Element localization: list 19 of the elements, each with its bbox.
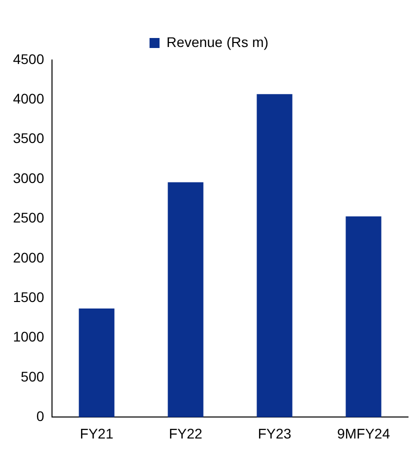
y-tick-label: 4500 [12, 50, 44, 67]
y-tick-label: 1000 [12, 328, 44, 345]
x-tick-label: FY22 [168, 425, 203, 442]
bar [256, 94, 292, 418]
y-tick-label: 500 [20, 368, 44, 384]
y-tick-label: 1500 [12, 288, 44, 305]
bar [346, 216, 382, 418]
y-tick-label: 3000 [12, 170, 44, 186]
y-tick-label: 3500 [12, 130, 44, 146]
y-tick-label: 0 [36, 408, 44, 424]
x-tick-label: 9MFY24 [337, 425, 390, 442]
x-tick-label: FY21 [80, 425, 114, 442]
x-tick-label: FY23 [258, 425, 292, 442]
bar [168, 182, 204, 418]
y-tick-label: 2500 [12, 210, 44, 226]
y-tick-label: 2000 [12, 249, 44, 266]
bar [78, 308, 114, 418]
legend-label: Revenue (Rs m) [166, 34, 268, 50]
y-tick-label: 4000 [12, 90, 44, 107]
